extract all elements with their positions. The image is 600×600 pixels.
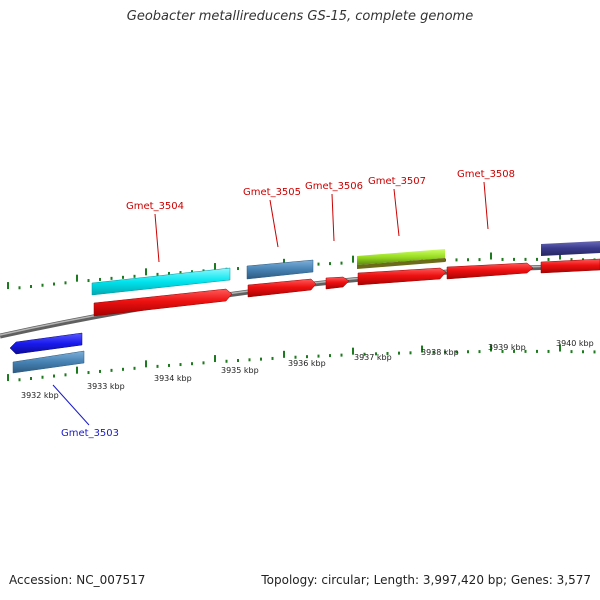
leader-line-gmet-3508 [483,181,489,230]
cds-arrow-gmet-3506[interactable] [325,276,350,290]
scale-label: 3939 kbp [488,343,526,352]
scale-label: 3940 kbp [556,339,594,348]
genome-backbone [0,263,600,339]
feature-green[interactable] [357,249,445,265]
scale-label: 3933 kbp [87,382,125,391]
cds-arrow-gmet-3503[interactable] [9,332,83,355]
feature-steel-2[interactable] [12,350,85,374]
accession-label: Accession: NC_007517 [9,573,146,587]
cds-arrow-right-edge[interactable] [540,258,600,274]
feature-navy[interactable] [541,241,600,256]
cds-arrow-gmet-3505[interactable] [247,278,317,298]
leader-line-gmet-3504 [154,213,160,263]
gene-label-gmet-3505[interactable]: Gmet_3505 [243,187,301,198]
leader-line-gmet-3507 [393,188,400,237]
leader-line-gmet-3506 [331,193,335,242]
map-title: Geobacter metallireducens GS-15, complet… [126,9,474,24]
gene-label-gmet-3508[interactable]: Gmet_3508 [457,169,515,180]
gene-label-gmet-3503[interactable]: Gmet_3503 [61,428,119,439]
feature-cyan[interactable] [91,267,231,296]
scale-label: 3935 kbp [221,366,259,375]
cds-arrow-gmet-3504[interactable] [93,288,233,317]
genome-stats: Topology: circular; Length: 3,997,420 bp… [261,573,591,587]
feature-steel-1[interactable] [246,259,314,280]
scale-label: 3934 kbp [154,374,192,383]
gene-label-gmet-3506[interactable]: Gmet_3506 [305,181,363,192]
gene-label-gmet-3507[interactable]: Gmet_3507 [368,176,426,187]
feature-green-shadow [357,258,445,269]
lower-tick-row [7,344,596,382]
gene-label-gmet-3504[interactable]: Gmet_3504 [126,201,184,212]
genome-backbone-highlight [0,264,600,336]
leader-line-gmet-3505 [269,199,279,248]
scale-label: 3937 kbp [354,353,392,362]
cds-arrow-gmet-3507[interactable] [357,267,447,286]
cds-arrow-gmet-3508[interactable] [446,262,534,280]
leader-line-gmet-3503 [52,384,90,426]
scale-label: 3936 kbp [288,359,326,368]
scale-label: 3938 kbp [421,348,459,357]
scale-label: 3932 kbp [21,391,59,400]
